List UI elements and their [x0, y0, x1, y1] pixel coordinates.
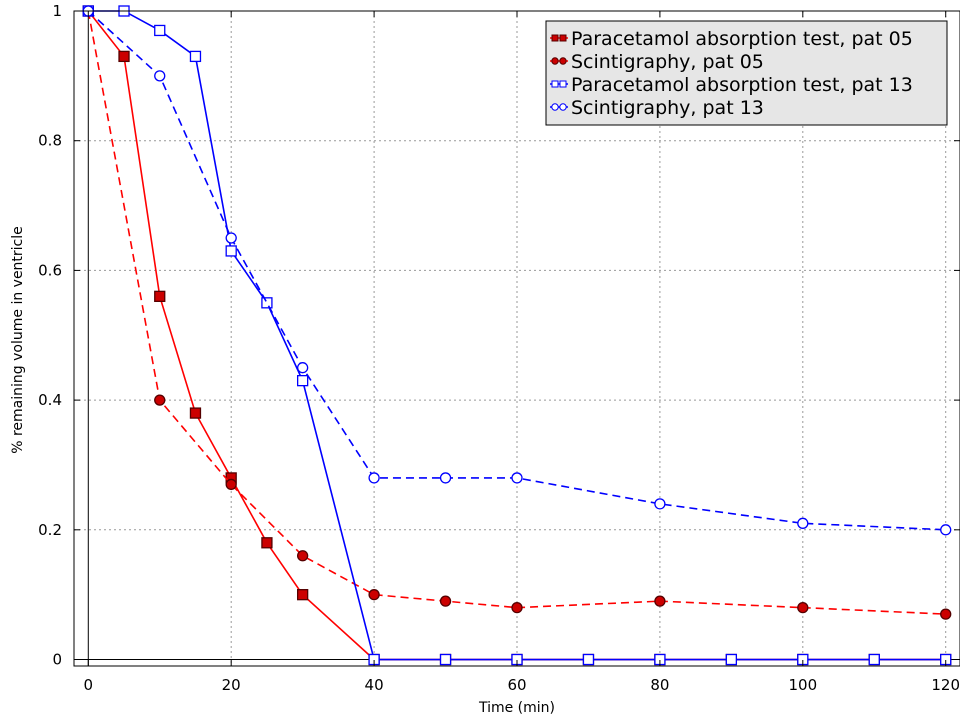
x-tick-label: 0 [84, 676, 94, 694]
data-point [296, 550, 309, 562]
series-paracetamol-absorption-test-pat-13 [82, 5, 952, 666]
y-tick-label: 0 [52, 651, 62, 669]
data-point [296, 362, 309, 374]
data-point [439, 653, 452, 666]
legend-marker-sample [559, 103, 567, 111]
data-point [797, 601, 809, 614]
legend-marker-sample [551, 103, 559, 111]
y-tick-label: 1 [52, 2, 62, 20]
data-point [940, 524, 952, 536]
data-point [154, 290, 166, 302]
data-point [189, 50, 202, 63]
x-axis-label: Time (min) [478, 700, 555, 716]
legend-label: Scintigraphy, pat 05 [571, 51, 764, 73]
series-line [88, 10, 946, 661]
data-point [368, 589, 380, 601]
data-point [654, 498, 666, 510]
series-layer [82, 5, 952, 666]
data-point [296, 375, 309, 387]
x-tick-label: 40 [365, 676, 384, 694]
tick-labels: 0 20 40 60 80 100 120 0 0.2 0.4 0.6 0.8 1 [38, 2, 960, 694]
legend-label: Paracetamol absorption test, pat 05 [571, 28, 913, 50]
x-tick-label: 20 [222, 676, 241, 694]
data-point [368, 472, 380, 484]
x-tick-label: 120 [931, 676, 960, 694]
legend-marker-sample [559, 34, 567, 42]
series-line [87, 10, 946, 615]
data-point [154, 394, 166, 406]
y-tick-label: 0.2 [38, 521, 62, 539]
data-point [511, 472, 523, 484]
data-point [296, 589, 309, 601]
legend-marker-sample [551, 34, 559, 42]
data-point [261, 297, 273, 309]
data-point [725, 653, 738, 666]
x-tick-label: 60 [507, 676, 526, 694]
legend-marker-sample [559, 57, 567, 65]
series-scintigraphy-pat-13 [82, 5, 952, 536]
data-point [261, 537, 273, 549]
data-point [582, 653, 595, 666]
y-tick-label: 0.8 [38, 132, 62, 150]
legend-entry: Paracetamol absorption test, pat 13 [550, 74, 913, 96]
data-point [118, 50, 130, 63]
data-point [439, 595, 452, 607]
data-point [225, 232, 237, 244]
y-axis-label: % remaining volume in ventricle [10, 226, 26, 454]
legend: Paracetamol absorption test, pat 05Scint… [545, 20, 948, 126]
legend-marker-sample [551, 80, 559, 88]
y-tick-label: 0.6 [38, 261, 62, 279]
data-point [439, 472, 452, 484]
data-point [154, 70, 166, 82]
legend-entry: Paracetamol absorption test, pat 05 [550, 28, 913, 50]
y-tick-label: 0.4 [38, 391, 62, 409]
legend-marker-sample [551, 57, 559, 65]
legend-label: Paracetamol absorption test, pat 13 [571, 74, 913, 96]
ticks [74, 10, 960, 666]
legend-entry: Scintigraphy, pat 05 [550, 51, 764, 73]
grid [74, 10, 960, 666]
data-point [654, 595, 666, 607]
data-point [511, 601, 523, 614]
legend-label: Scintigraphy, pat 13 [571, 97, 764, 119]
data-point [225, 478, 237, 491]
x-tick-label: 100 [788, 676, 817, 694]
data-point [154, 24, 166, 37]
data-point [189, 407, 202, 419]
data-point [225, 245, 237, 257]
data-point [797, 517, 809, 529]
series-line [87, 10, 946, 531]
legend-marker-sample [559, 80, 567, 88]
data-point [868, 653, 880, 666]
data-point [940, 608, 952, 620]
legend-box [545, 20, 948, 126]
x-tick-label: 80 [650, 676, 669, 694]
legend-entry: Scintigraphy, pat 13 [550, 97, 764, 119]
